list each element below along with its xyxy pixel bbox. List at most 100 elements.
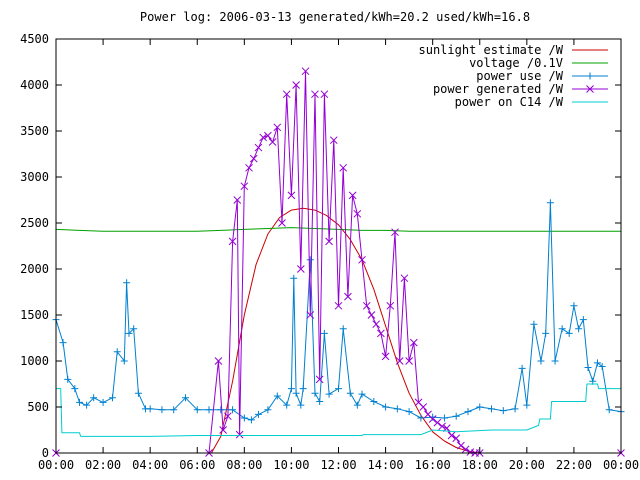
data-point xyxy=(461,445,470,454)
data-point xyxy=(134,389,142,397)
data-point xyxy=(109,394,116,402)
data-point xyxy=(64,375,72,383)
data-point xyxy=(523,401,531,409)
data-point xyxy=(311,389,319,397)
data-point xyxy=(245,163,253,172)
data-point xyxy=(579,316,587,324)
x-tick-label: 10:00 xyxy=(273,458,309,472)
data-point xyxy=(259,133,268,142)
data-point xyxy=(268,138,277,146)
data-point xyxy=(386,301,395,310)
data-point xyxy=(320,329,328,337)
y-tick-label: 4500 xyxy=(20,32,49,46)
data-point xyxy=(346,389,354,397)
series-2 xyxy=(52,199,625,424)
legend-entry: power use /W xyxy=(476,69,608,83)
data-point xyxy=(452,412,460,420)
series-line xyxy=(56,383,621,437)
data-point xyxy=(339,163,348,172)
data-point xyxy=(476,403,484,411)
data-point xyxy=(235,430,244,439)
data-point xyxy=(575,325,583,333)
data-point xyxy=(395,357,404,365)
legend-label: power use /W xyxy=(476,69,563,83)
data-point xyxy=(457,441,465,450)
data-point xyxy=(71,385,79,393)
data-point xyxy=(428,415,437,423)
data-point xyxy=(405,357,413,365)
data-point xyxy=(320,90,329,99)
data-point xyxy=(464,408,472,416)
data-point xyxy=(282,90,291,99)
data-point xyxy=(296,265,305,273)
data-point xyxy=(335,385,342,393)
x-tick-label: 00:00 xyxy=(38,458,74,472)
data-point xyxy=(438,422,446,431)
data-point xyxy=(301,67,310,76)
data-point xyxy=(240,182,249,191)
data-point xyxy=(570,302,578,310)
legend-entry: sunlight estimate /W xyxy=(419,43,608,57)
x-tick-label: 20:00 xyxy=(509,458,545,472)
data-point xyxy=(530,320,538,328)
data-point xyxy=(325,390,333,398)
data-point xyxy=(264,131,272,140)
x-tick-label: 00:00 xyxy=(603,458,639,472)
y-tick-label: 3000 xyxy=(20,170,49,184)
data-point xyxy=(264,406,272,414)
data-point xyxy=(377,329,385,338)
data-point xyxy=(254,143,263,152)
data-point xyxy=(344,292,352,301)
legend-entry: power generated /W xyxy=(433,82,608,96)
data-point xyxy=(292,81,300,89)
data-point xyxy=(537,357,545,365)
data-point xyxy=(362,301,371,310)
data-point xyxy=(90,394,98,402)
data-point xyxy=(316,397,324,405)
y-tick-label: 3500 xyxy=(20,124,49,138)
x-tick-label: 22:00 xyxy=(556,458,592,472)
data-point xyxy=(367,311,376,319)
data-point xyxy=(518,364,526,372)
data-point xyxy=(233,196,242,204)
data-point xyxy=(329,136,338,145)
data-point xyxy=(417,414,425,422)
data-point xyxy=(113,348,121,356)
data-point xyxy=(205,406,213,414)
data-point xyxy=(419,403,428,411)
data-point xyxy=(217,406,225,414)
data-point xyxy=(584,363,592,371)
data-point xyxy=(254,410,262,418)
data-point xyxy=(488,405,496,413)
data-point xyxy=(287,191,296,200)
data-point xyxy=(120,357,128,365)
data-point xyxy=(353,401,361,409)
data-point xyxy=(193,406,201,414)
data-point xyxy=(229,406,237,414)
data-point xyxy=(130,325,138,333)
data-point xyxy=(315,375,324,384)
data-point xyxy=(334,301,343,310)
data-point xyxy=(219,426,227,434)
data-point xyxy=(405,408,413,416)
data-point xyxy=(452,434,461,443)
x-tick-label: 16:00 xyxy=(415,458,451,472)
legend-entry: voltage /0.1V xyxy=(469,56,608,70)
x-tick-label: 06:00 xyxy=(179,458,215,472)
data-point xyxy=(283,401,291,409)
x-tick-label: 12:00 xyxy=(320,458,356,472)
data-point xyxy=(299,385,307,393)
y-tick-label: 2500 xyxy=(20,216,49,230)
series-line xyxy=(55,202,622,421)
data-point xyxy=(593,359,601,367)
data-point xyxy=(273,123,282,132)
axes-layer: 0 500 1000 1500 2000 2500 3000 3500 4000 4500 00:0… xyxy=(20,32,639,472)
data-point xyxy=(83,401,91,409)
x-tick-label: 08:00 xyxy=(226,458,262,472)
y-tick-label: 500 xyxy=(27,400,49,414)
data-point xyxy=(598,363,606,371)
series-line xyxy=(55,227,621,232)
series-0 xyxy=(210,207,480,454)
